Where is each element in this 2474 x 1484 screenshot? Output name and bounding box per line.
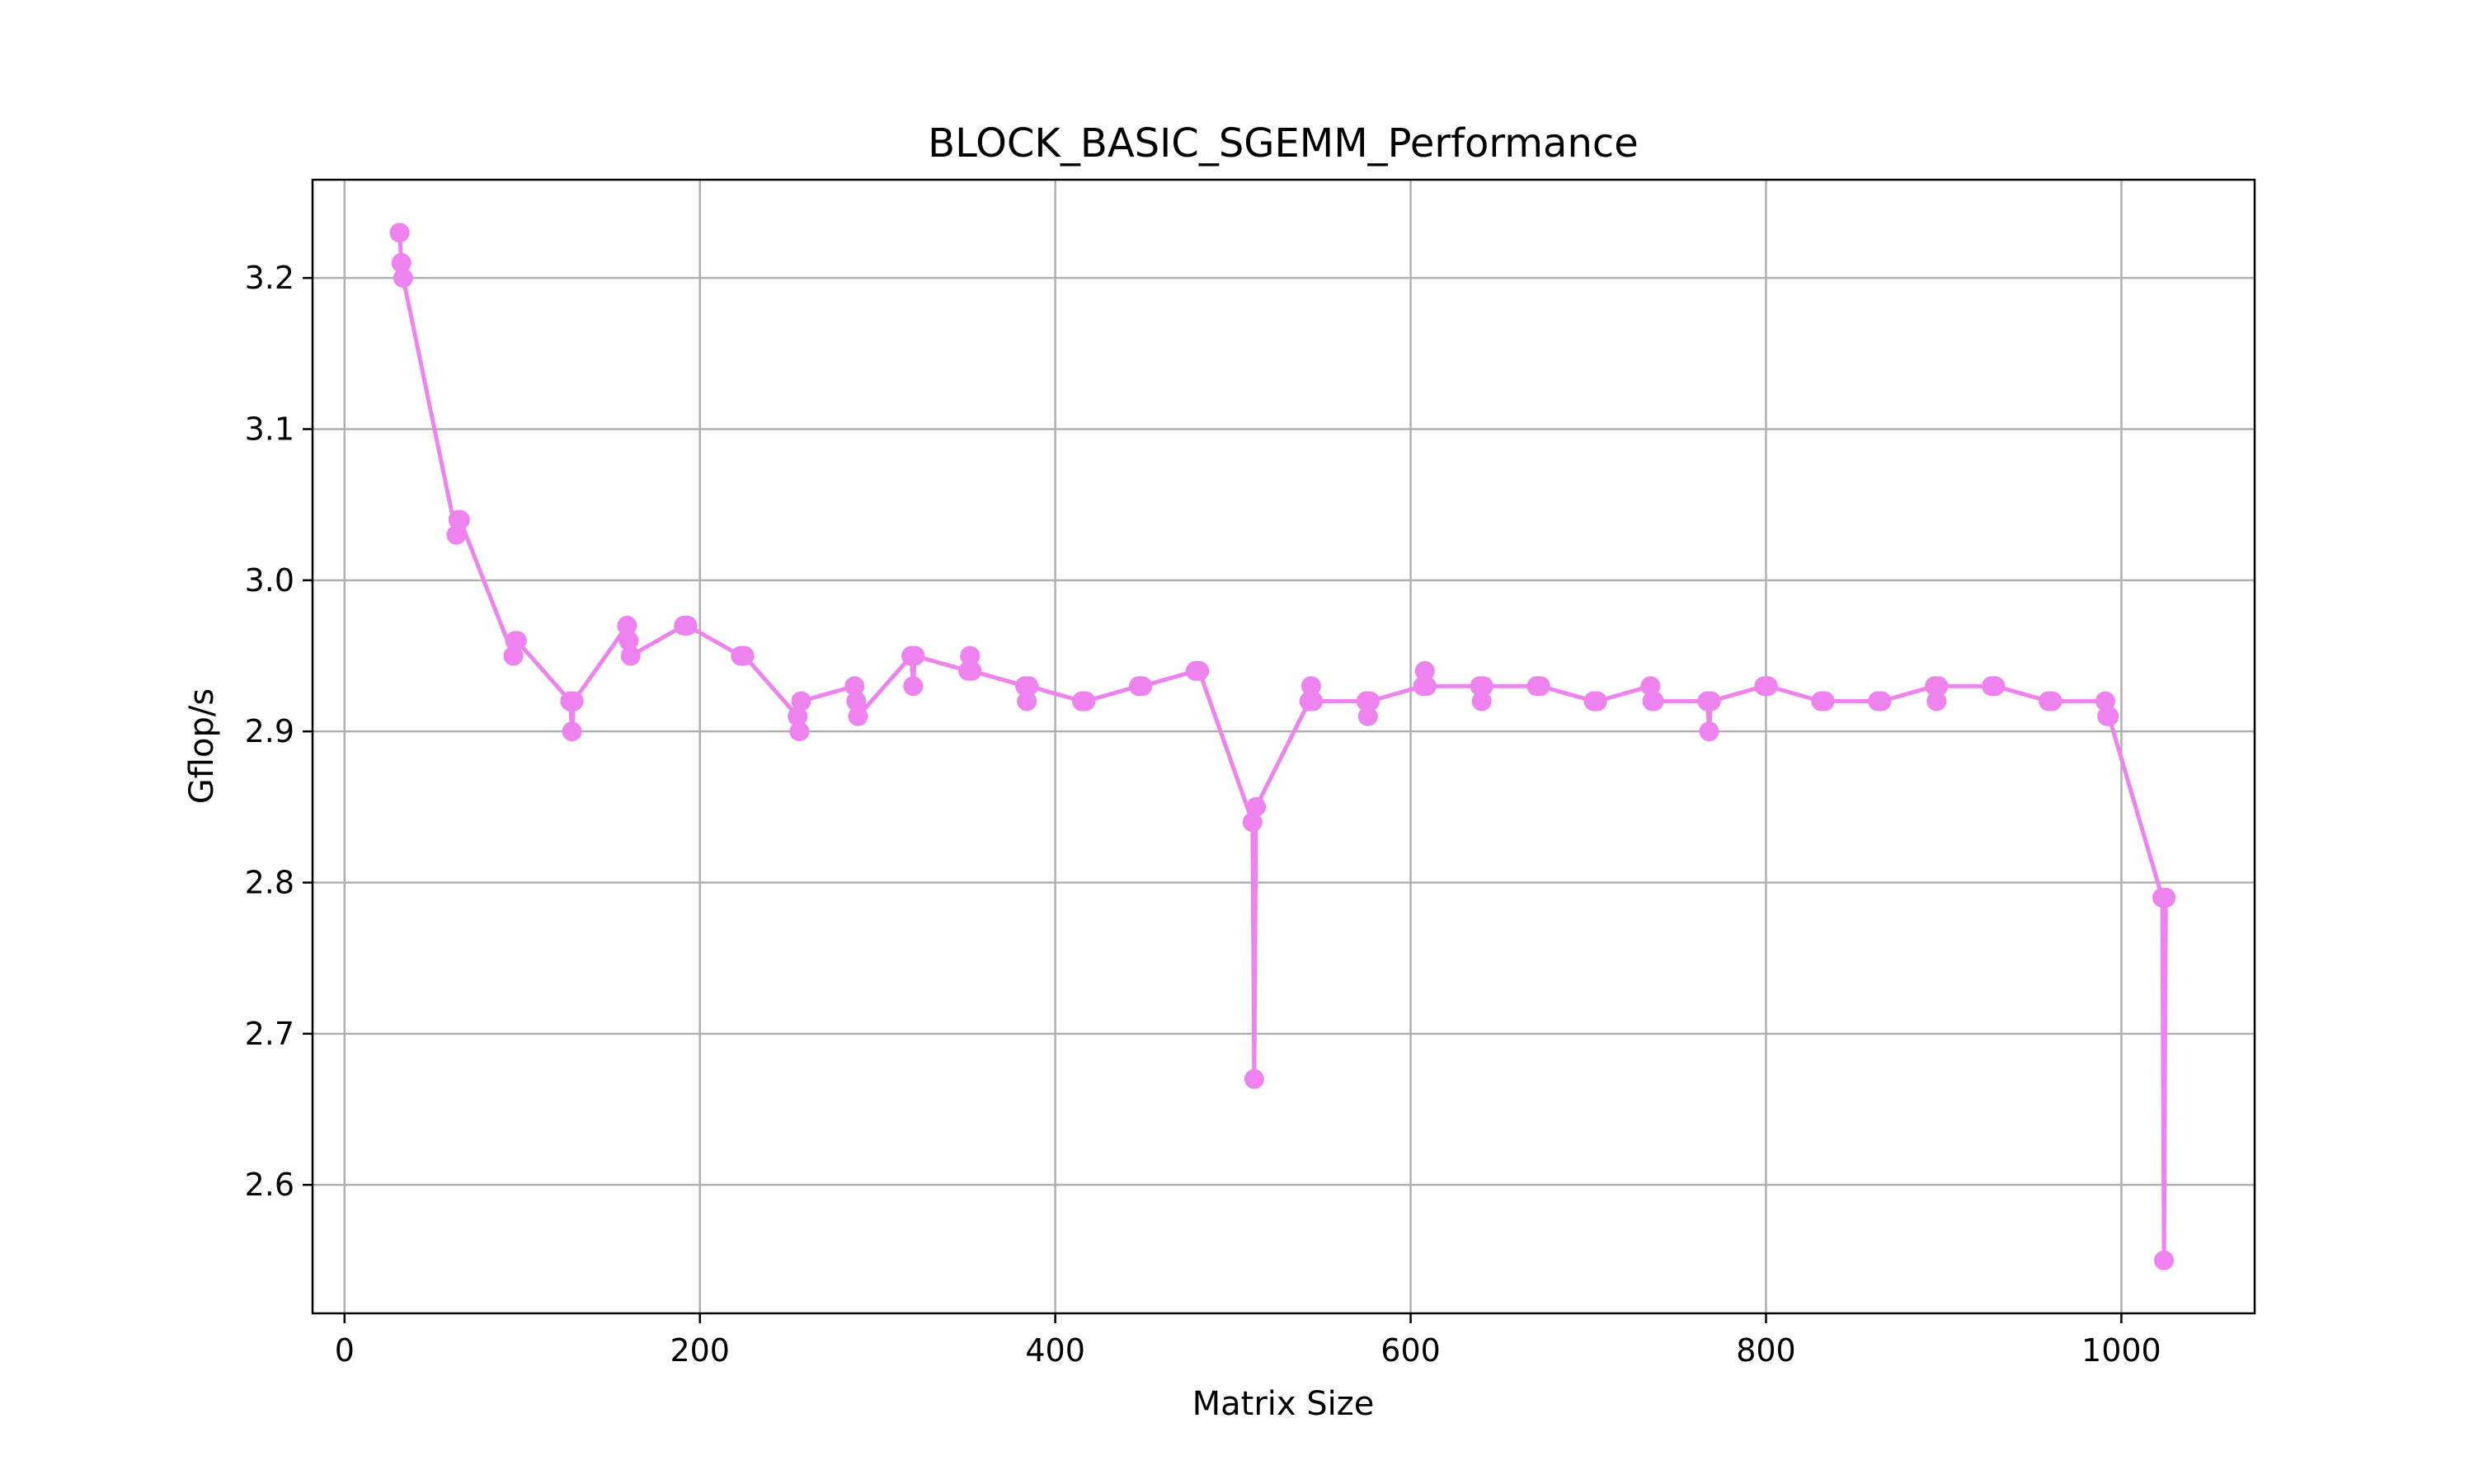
data-point (1871, 691, 1892, 711)
x-tick-label: 1000 (2081, 1332, 2161, 1369)
data-point (1473, 676, 1493, 697)
data-point (1132, 676, 1153, 697)
data-point (1587, 691, 1607, 711)
y-tick-label: 3.0 (245, 562, 294, 599)
data-point-markers (389, 223, 2176, 1270)
data-point (1814, 691, 1835, 711)
data-point (1985, 676, 2006, 697)
data-point (960, 646, 981, 666)
data-point (449, 510, 470, 530)
data-point (2042, 691, 2062, 711)
data-point (1414, 660, 1435, 681)
data-point (1471, 691, 1492, 711)
y-tick-label: 3.1 (245, 411, 294, 448)
data-point (903, 676, 924, 697)
data-point (962, 660, 982, 681)
data-point (2099, 706, 2119, 726)
data-point (503, 646, 524, 666)
y-tick-label: 3.2 (245, 260, 294, 296)
data-point (1300, 676, 1321, 697)
data-point (1926, 691, 1947, 711)
data-point (1246, 796, 1267, 817)
data-point (1640, 676, 1661, 697)
y-tick-label: 2.9 (245, 713, 294, 749)
y-tick-label: 2.7 (245, 1016, 294, 1052)
data-point (1303, 691, 1324, 711)
x-axis-label: Matrix Size (1192, 1385, 1375, 1423)
y-axis-label: Gflop/s (183, 688, 221, 804)
data-point (1530, 676, 1550, 697)
data-point (1360, 691, 1380, 711)
data-point (1017, 691, 1037, 711)
data-point (1242, 812, 1263, 833)
data-point (788, 706, 808, 726)
y-tick-label: 2.6 (245, 1167, 294, 1203)
plot-frame (311, 178, 2256, 1315)
grid-lines (313, 180, 2255, 1313)
data-point (1018, 676, 1039, 697)
data-point (1416, 676, 1437, 697)
x-tick-label: 200 (670, 1332, 730, 1369)
data-point (1189, 660, 1210, 681)
data-point (848, 706, 868, 726)
data-point (789, 721, 810, 742)
data-point (391, 252, 412, 273)
data-point (389, 223, 410, 243)
data-point (1928, 676, 1949, 697)
chart-title: BLOCK_BASIC_SGEMM_Performance (928, 120, 1639, 167)
data-point (562, 721, 582, 742)
data-point (1244, 1068, 1264, 1089)
data-point (1075, 691, 1096, 711)
data-point (677, 615, 698, 636)
data-point (393, 268, 413, 289)
data-point (446, 524, 467, 545)
data-point (2154, 1250, 2175, 1270)
data-point (1357, 706, 1378, 726)
data-point (2156, 887, 2176, 908)
data-point (791, 691, 811, 711)
x-tick-label: 600 (1380, 1332, 1441, 1369)
data-point (1757, 676, 1778, 697)
x-tick-label: 800 (1736, 1332, 1796, 1369)
data-point (1700, 691, 1721, 711)
data-point (617, 615, 637, 636)
data-point (620, 646, 641, 666)
data-point (1644, 691, 1664, 711)
data-point (618, 631, 639, 651)
data-point (2095, 691, 2115, 711)
data-point (506, 631, 527, 651)
data-point (1699, 721, 1719, 742)
data-point (844, 676, 865, 697)
data-point (846, 691, 867, 711)
x-tick-label: 400 (1025, 1332, 1085, 1369)
y-tick-label: 2.8 (245, 865, 294, 901)
data-point (905, 646, 925, 666)
data-point (734, 646, 755, 666)
y-axis-ticks: 2.6 2.7 2.8 2.9 3.0 3.1 3.2 (245, 260, 313, 1203)
x-axis-ticks: 0 200 400 600 800 1000 (335, 1313, 2161, 1369)
x-tick-label: 0 (335, 1332, 355, 1369)
data-point (563, 691, 584, 711)
